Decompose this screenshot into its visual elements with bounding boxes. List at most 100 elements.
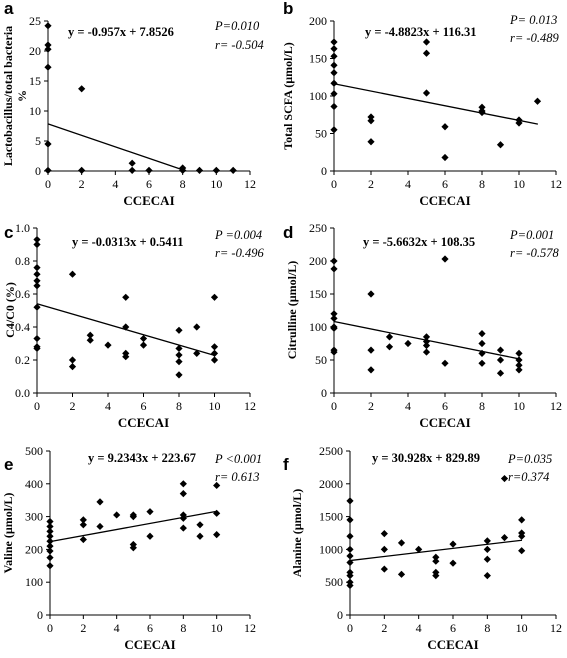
y-axis-label: Total SCFA (µmol/L) [281,42,295,150]
regression-line [49,510,218,543]
data-point [483,572,491,580]
data-point [175,351,183,359]
data-point [367,138,375,146]
data-point [86,331,94,339]
x-tick-label: 12 [244,399,256,413]
data-point [515,366,523,374]
x-tick-label: 10 [210,177,222,191]
data-point [330,90,338,98]
y-tick-label: 50 [315,353,327,367]
r-value: r= -0.496 [215,246,264,260]
x-tick-label: 2 [79,177,85,191]
data-point [346,497,354,505]
x-tick-label: 4 [405,399,411,413]
y-tick-label: 300 [25,510,43,524]
data-point [380,530,388,538]
data-point [68,270,77,278]
x-tick-label: 4 [416,621,422,635]
x-tick-label: 10 [516,621,528,635]
y-tick-label: 400 [25,477,43,491]
data-point [518,532,526,540]
y-tick-label: 150 [309,52,327,66]
data-point [518,516,526,524]
y-tick-label: 0 [321,386,327,400]
y-tick-label: 2500 [319,444,343,458]
x-tick-label: 6 [442,399,448,413]
regression-line [333,83,538,125]
data-point [478,349,486,357]
data-point [518,547,526,555]
data-point [500,474,509,483]
y-tick-label: 0 [35,164,41,178]
data-point [145,166,153,174]
data-point [346,558,354,567]
y-tick-label: 0.4 [15,320,30,334]
y-axis-label: Valine (µmol/L) [1,493,15,574]
x-tick-label: 8 [479,399,485,413]
y-axis-label-line: Total SCFA (µmol/L) [281,42,295,150]
x-tick-label: 2 [368,177,374,191]
panel-b: b 0 2 4 6 8 10 12 0 50 100 150 200 CCECAI Total SCFA (… [281,0,562,208]
x-tick-label: 12 [550,621,562,635]
data-point [122,323,130,331]
data-point [500,533,509,542]
data-point [33,303,41,311]
y-tick-label: 0.8 [15,254,30,268]
panel-letter: c [4,223,13,242]
y-tick-label: 100 [309,89,327,103]
data-point [210,356,219,364]
panel-letter: a [4,0,14,18]
data-point [213,531,221,539]
data-point [478,339,486,348]
data-point [422,333,431,341]
data-point [515,361,523,369]
y-tick-label: 50 [315,127,327,141]
data-point [478,108,486,117]
p-value: P=0.035 [507,452,552,466]
x-axis-label: CCECAI [123,193,174,208]
data-point [33,334,41,343]
x-tick-label: 6 [442,177,448,191]
y-tick-label: 5 [35,134,41,148]
data-point [346,552,354,560]
x-tick-label: 8 [484,621,490,635]
data-point [432,553,440,561]
x-tick-label: 12 [550,177,562,191]
data-point [397,539,406,547]
data-point [515,349,523,357]
data-point [33,264,41,272]
data-point [367,290,375,298]
data-point [175,358,183,366]
data-point [175,344,183,353]
y-tick-label: 0.6 [15,287,30,301]
x-tick-label: 10 [211,621,223,635]
y-tick-label: 500 [25,444,43,458]
p-value: P= 0.013 [509,13,557,27]
regression-line [47,123,187,172]
data-point [330,257,338,265]
data-point [367,113,375,121]
data-point [449,540,457,548]
regression-equation: y = 30.928x + 829.89 [372,451,480,465]
data-point [367,366,375,374]
r-value: r=0.374 [508,470,549,484]
data-point [330,102,338,111]
data-point [179,480,187,488]
data-point [441,359,449,367]
data-point [46,542,54,550]
p-value: P=0.001 [509,228,554,242]
data-point [195,166,204,174]
panel-a: a 0 2 4 6 8 10 12 0 5 10 15 20 25 CCECAI Lactobacillus/… [1,0,264,208]
panel-letter: f [283,455,289,474]
data-point [449,559,457,567]
x-tick-label: 10 [513,177,525,191]
regression-equation: y = -0.957x + 7.8526 [68,25,174,39]
data-point [330,45,338,53]
data-point [483,555,491,563]
data-point [68,356,77,364]
data-point [46,517,54,526]
y-tick-label: 1000 [319,542,343,556]
x-tick-label: 4 [405,177,411,191]
data-point [146,508,154,516]
data-point [213,509,221,517]
